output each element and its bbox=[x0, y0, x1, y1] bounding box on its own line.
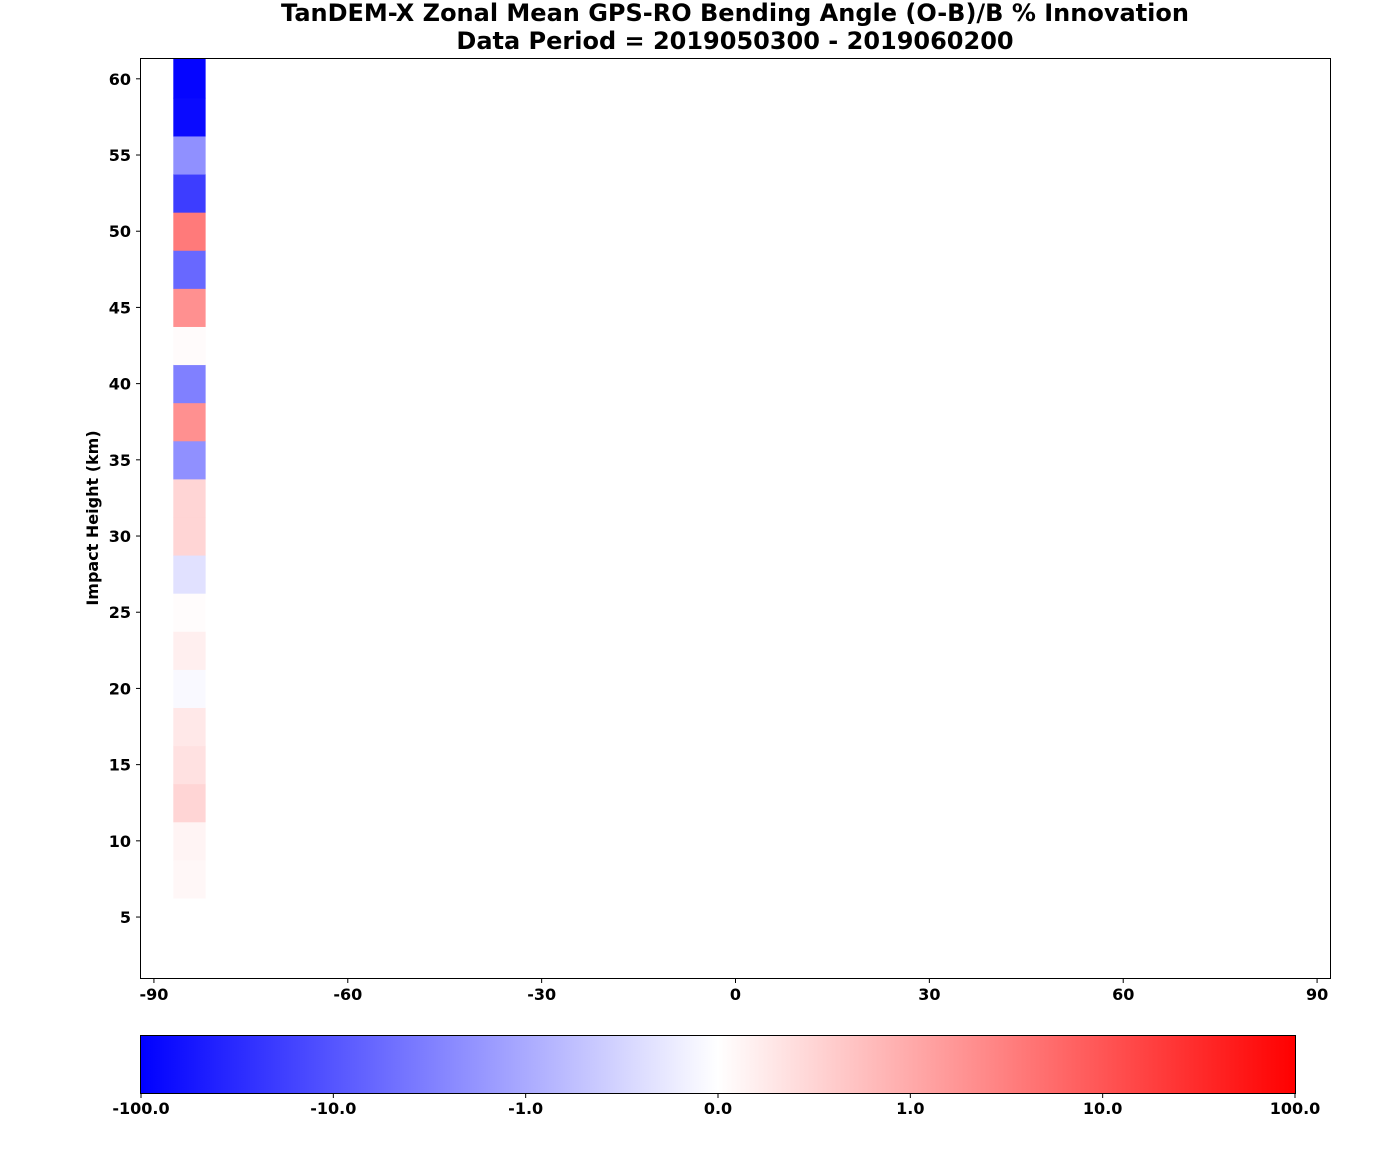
y-tick-label: 10 bbox=[109, 832, 131, 851]
x-tick-label: 90 bbox=[1306, 985, 1328, 1004]
y-tick-label: 55 bbox=[109, 146, 131, 165]
heatmap-cell bbox=[173, 516, 206, 556]
colorbar-tick-label: 100.0 bbox=[1270, 1099, 1321, 1118]
y-tick-label: 35 bbox=[109, 451, 131, 470]
chart-subtitle: Data Period = 2019050300 - 2019060200 bbox=[456, 27, 1013, 55]
y-tick-label: 5 bbox=[120, 908, 131, 927]
x-axis: -90 -60 -30 0 30 60 90 bbox=[139, 978, 1328, 1004]
heatmap-cell bbox=[173, 250, 206, 289]
colorbar-tick-label: 10.0 bbox=[1083, 1099, 1122, 1118]
y-tick-label: 50 bbox=[109, 222, 131, 241]
x-tick-label: 60 bbox=[1112, 985, 1134, 1004]
y-tick-label: 20 bbox=[109, 679, 131, 698]
colorbar-tick-label: -1.0 bbox=[508, 1099, 543, 1118]
colorbar-ticks: -100.0 -10.0 -1.0 0.0 1.0 10.0 100.0 bbox=[112, 1093, 1320, 1118]
heatmap-cell bbox=[173, 859, 206, 899]
y-tick-label: 25 bbox=[109, 603, 131, 622]
y-tick-label: 60 bbox=[109, 70, 131, 89]
colorbar-tick-label: 1.0 bbox=[896, 1099, 924, 1118]
plot-frame bbox=[140, 58, 1331, 979]
y-axis: 5 10 15 20 25 30 35 40 45 50 55 60 bbox=[109, 70, 141, 927]
heatmap-cell bbox=[173, 593, 206, 632]
heatmap-cell bbox=[173, 364, 206, 404]
heatmap-cell bbox=[173, 707, 206, 747]
heatmap-cell bbox=[173, 212, 206, 251]
heatmap-cell bbox=[173, 59, 206, 99]
heatmap-cell bbox=[173, 97, 206, 137]
chart-title: TanDEM-X Zonal Mean GPS-RO Bending Angle… bbox=[281, 0, 1189, 27]
y-tick-label: 45 bbox=[109, 298, 131, 317]
colorbar-tick-label: -10.0 bbox=[310, 1099, 356, 1118]
y-axis-label: Impact Height (km) bbox=[83, 430, 102, 605]
heatmap-cell bbox=[173, 821, 206, 861]
colorbar-tick-label: -100.0 bbox=[112, 1099, 169, 1118]
y-tick-label: 15 bbox=[109, 756, 131, 775]
heatmap-cell bbox=[173, 478, 206, 518]
heatmap-cell bbox=[173, 402, 206, 442]
x-tick-label: -30 bbox=[527, 985, 556, 1004]
x-tick-label: -60 bbox=[333, 985, 362, 1004]
heatmap-cell bbox=[173, 326, 206, 366]
heatmap-cells bbox=[173, 59, 206, 899]
heatmap-cell bbox=[173, 631, 206, 670]
heatmap-cell bbox=[173, 174, 206, 213]
heatmap-cell bbox=[173, 135, 206, 175]
y-tick-label: 30 bbox=[109, 527, 131, 546]
colorbar-tick-label: 0.0 bbox=[704, 1099, 732, 1118]
x-tick-label: -90 bbox=[139, 985, 168, 1004]
heatmap-cell bbox=[173, 669, 206, 708]
heatmap-cell bbox=[173, 745, 206, 785]
heatmap-cell bbox=[173, 555, 206, 594]
colorbar-gradient bbox=[140, 1035, 1296, 1094]
colorbar: -100.0 -10.0 -1.0 0.0 1.0 10.0 100.0 bbox=[112, 1035, 1320, 1118]
plot-area: -90 -60 -30 0 30 60 90 5 10 15 20 25 30 35 40 45 50 55 60 bbox=[109, 58, 1331, 1004]
x-tick-label: 0 bbox=[730, 985, 741, 1004]
heatmap-cell bbox=[173, 440, 206, 480]
x-tick-label: 30 bbox=[918, 985, 940, 1004]
y-tick-label: 40 bbox=[109, 375, 131, 394]
heatmap-cell bbox=[173, 783, 206, 823]
heatmap-cell bbox=[173, 288, 206, 327]
